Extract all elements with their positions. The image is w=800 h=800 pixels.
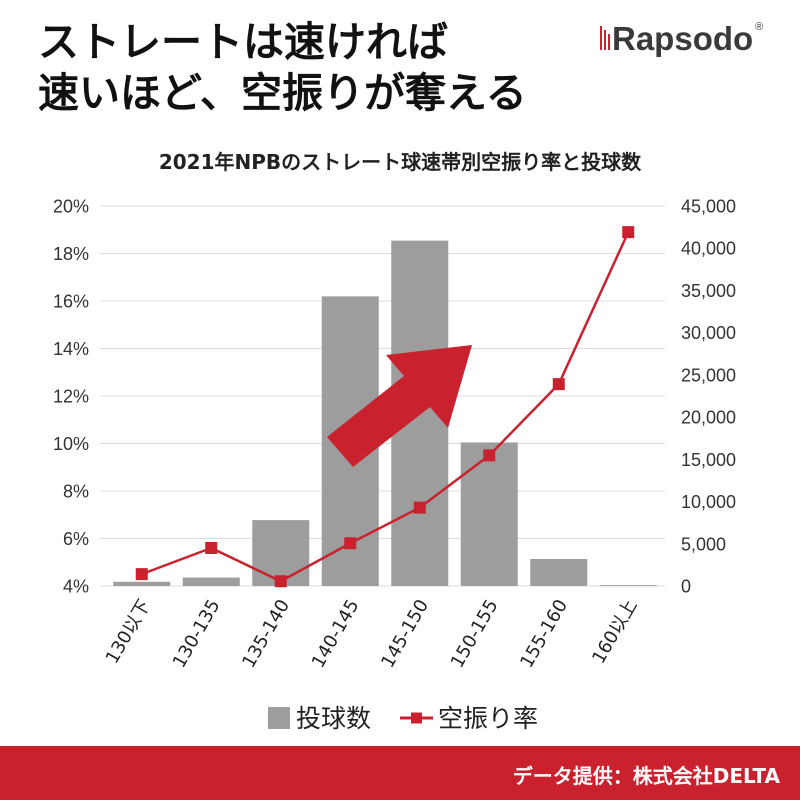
- left-axis: 4% 6% 8% 10% 12% 14% 16% 18% 20%: [53, 197, 89, 597]
- headline-line-1: ストレートは速ければ: [38, 18, 448, 66]
- bar-130以下: [113, 581, 171, 586]
- x-axis: 130以下 130-135 135-140 140-145 145-150 150-155…: [102, 596, 642, 672]
- chart-title: 2021年NPBのストレート球速帯別空振り率と投球数: [159, 150, 642, 174]
- trend-arrow-icon: [327, 345, 472, 467]
- line-point-140-145: [344, 537, 357, 550]
- right-axis-tick-label: 25,000: [681, 365, 736, 385]
- line-point-150-155: [483, 449, 496, 462]
- line-point-130-135: [205, 542, 218, 554]
- left-axis-tick-label: 16%: [53, 292, 89, 312]
- right-axis: 0 5,000 10,000 15,000 20,000 25,000 30,000 35,0…: [681, 197, 736, 597]
- legend: 投球数 空振り率: [268, 704, 538, 733]
- left-axis-tick-label: 18%: [53, 244, 89, 264]
- right-axis-tick-label: 5,000: [681, 534, 726, 554]
- bar-160以上: [599, 585, 657, 586]
- rapsodo-logo: Rapsodo ®: [600, 20, 763, 57]
- right-axis-tick-label: 40,000: [681, 239, 736, 259]
- line-series-whiff-rate: [135, 226, 635, 588]
- logo-text: Rapsodo: [612, 20, 753, 57]
- right-axis-tick-label: 20,000: [681, 408, 736, 428]
- line-point-135-140: [274, 575, 287, 588]
- bar-155-160: [530, 558, 588, 586]
- rapsodo-mark-icon: [600, 26, 610, 50]
- right-axis-tick-label: 10,000: [681, 492, 736, 512]
- legend-swatch-marker: [411, 712, 422, 724]
- left-axis-tick-label: 6%: [63, 529, 89, 549]
- right-axis-tick-label: 15,000: [681, 450, 736, 470]
- line-path: [141, 231, 630, 583]
- registered-mark: ®: [755, 21, 763, 33]
- footer-bar: データ提供：株式会社DELTA: [0, 746, 800, 800]
- legend-label-bar: 投球数: [296, 704, 371, 733]
- left-axis-tick-label: 4%: [63, 577, 89, 597]
- line-point-160以上: [622, 226, 635, 239]
- bar-130-135: [182, 577, 240, 586]
- line-point-130以下: [135, 568, 148, 581]
- data-credit: データ提供：株式会社DELTA: [512, 764, 780, 788]
- left-axis-tick-label: 14%: [53, 339, 89, 359]
- line-point-155-160: [552, 378, 565, 391]
- headline: ストレートは速ければ 速いほど、空振りが奪える: [38, 17, 527, 119]
- legend-swatch-bar: [268, 707, 290, 729]
- right-axis-tick-label: 0: [681, 577, 691, 597]
- x-axis-tick-label: 130-135: [169, 596, 225, 672]
- bar-150-155: [460, 442, 518, 586]
- bar-135-140: [252, 520, 310, 586]
- left-axis-tick-label: 20%: [53, 197, 89, 217]
- combo-chart: 2021年NPBのストレート球速帯別空振り率と投球数 4% 6% 8% 10% 12% 1…: [53, 150, 736, 733]
- left-axis-tick-label: 10%: [53, 434, 89, 454]
- line-point-145-150: [413, 501, 426, 514]
- left-axis-tick-label: 8%: [63, 482, 89, 502]
- x-axis-tick-label: 145-150: [377, 596, 433, 672]
- x-axis-tick-label: 140-145: [308, 596, 364, 672]
- x-axis-tick-label: 155-160: [516, 596, 572, 672]
- x-axis-tick-label: 130以下: [102, 596, 155, 667]
- headline-line-2: 速いほど、空振りが奪える: [38, 69, 527, 117]
- x-axis-tick-label: 160以上: [588, 596, 641, 667]
- x-axis-tick-label: 135-140: [238, 596, 294, 672]
- legend-label-line: 空振り率: [438, 704, 538, 733]
- right-axis-tick-label: 35,000: [681, 281, 736, 301]
- right-axis-tick-label: 45,000: [681, 197, 736, 217]
- logo-wordmark: Rapsodo ®: [612, 20, 763, 57]
- left-axis-tick-label: 12%: [53, 387, 89, 407]
- x-axis-tick-label: 150-155: [447, 596, 503, 672]
- right-axis-tick-label: 30,000: [681, 323, 736, 343]
